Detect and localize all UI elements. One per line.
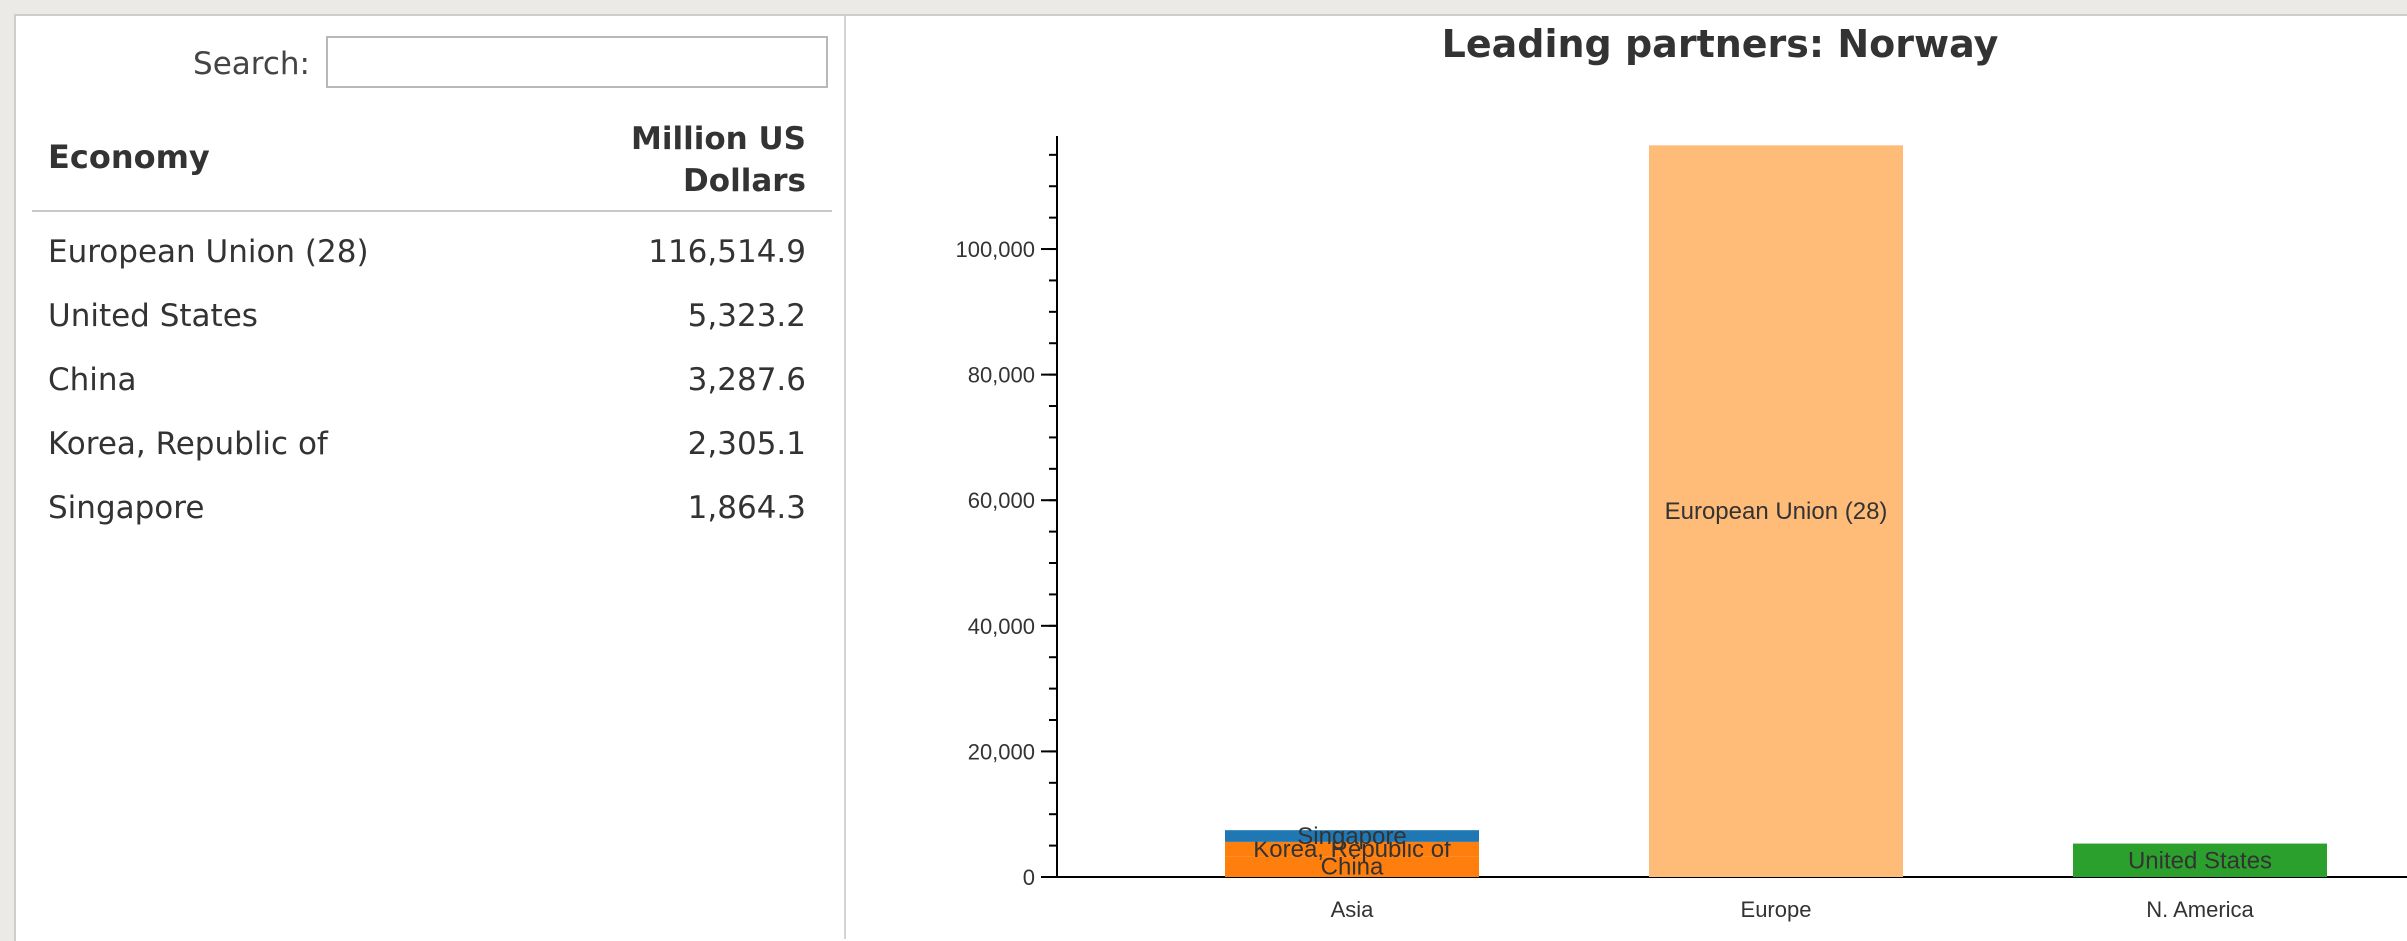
value-cell: 5,323.2 [687, 298, 806, 334]
economy-cell: Singapore [48, 490, 205, 526]
economy-cell: United States [48, 298, 258, 334]
bar-segment[interactable] [1225, 856, 1479, 877]
search-input[interactable] [326, 36, 828, 88]
bar-segment-label: European Union (28) [1665, 498, 1888, 525]
bar-segment[interactable] [2073, 843, 2327, 877]
y-tick-label: 0 [1023, 865, 1035, 890]
y-tick-label: 60,000 [968, 488, 1035, 513]
table-row[interactable]: European Union (28) 116,514.9 [32, 224, 832, 288]
table-row[interactable]: Korea, Republic of 2,305.1 [32, 416, 832, 480]
bar-segment-label: Singapore [1297, 823, 1406, 850]
economy-cell: China [48, 362, 137, 398]
bar-segment[interactable] [1649, 145, 1903, 877]
bar-segment[interactable] [1225, 830, 1479, 842]
bar-segment-label: United States [2128, 847, 2272, 874]
column-header-value[interactable]: Million US Dollars [600, 118, 806, 202]
x-tick-label: N. America [2146, 897, 2254, 922]
y-tick-label: 20,000 [968, 739, 1035, 764]
header-divider [32, 210, 832, 212]
value-cell: 116,514.9 [648, 234, 806, 270]
y-tick-label: 80,000 [968, 363, 1035, 388]
x-tick-label: Europe [1741, 897, 1812, 922]
chart-title: Leading partners: Norway [1441, 22, 1999, 66]
column-header-value-line1: Million US [630, 121, 806, 157]
table-panel [16, 16, 846, 939]
bar-segment[interactable] [1225, 841, 1479, 857]
table-row[interactable]: United States 5,323.2 [32, 288, 832, 352]
value-cell: 3,287.6 [687, 362, 806, 398]
search-label: Search: [193, 46, 310, 82]
table-row[interactable]: Singapore 1,864.3 [32, 480, 832, 544]
value-cell: 2,305.1 [687, 426, 806, 462]
table-row[interactable]: China 3,287.6 [32, 352, 832, 416]
y-tick-label: 100,000 [955, 237, 1035, 262]
bar-segment-label: China [1321, 854, 1384, 881]
economy-cell: European Union (28) [48, 234, 369, 270]
y-tick-label: 40,000 [968, 614, 1035, 639]
x-tick-label: Asia [1331, 897, 1375, 922]
value-cell: 1,864.3 [687, 490, 806, 526]
column-header-value-line2: Dollars [683, 163, 806, 199]
economy-cell: Korea, Republic of [48, 426, 328, 462]
column-header-economy[interactable]: Economy [48, 138, 210, 176]
